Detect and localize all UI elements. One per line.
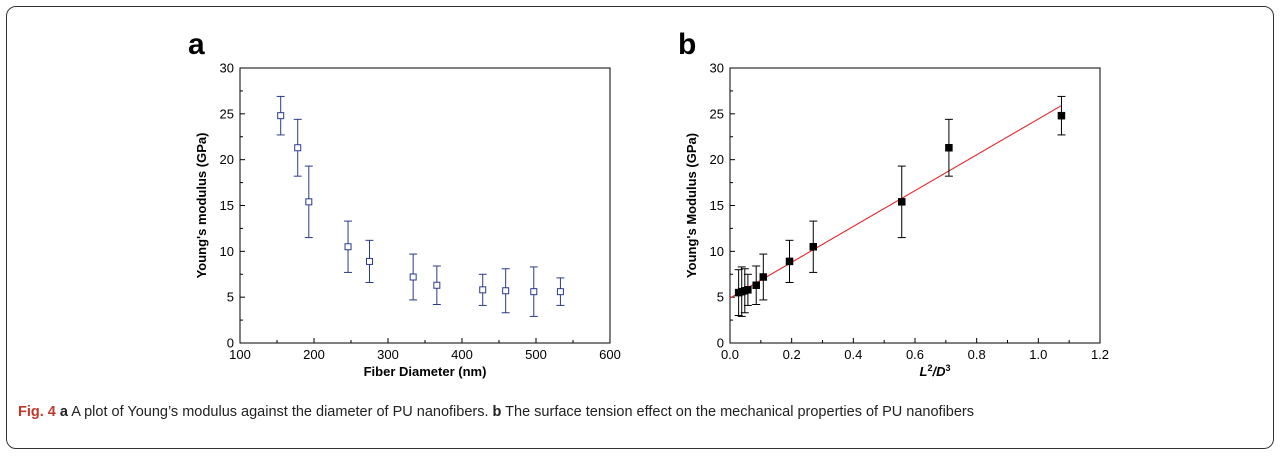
- figure-caption: Fig. 4 a A plot of Young’s modulus again…: [18, 402, 1263, 423]
- chart-b-panel-letter: b: [678, 28, 696, 61]
- chart-b-data-point: [785, 257, 794, 266]
- chart-a-data-point: [479, 286, 487, 294]
- chart-b-y-tick-label: 15: [710, 198, 724, 213]
- chart-a-y-tick-label: 15: [220, 198, 234, 213]
- chart-a-data-point: [409, 273, 417, 281]
- chart-a-data-point: [433, 281, 441, 289]
- chart-b-data-point: [1057, 111, 1066, 120]
- figure-frame: [6, 6, 1274, 449]
- caption-a-label: a: [59, 404, 68, 420]
- chart-b-x-tick-label: 0.8: [968, 347, 986, 362]
- chart-a-data-point: [344, 243, 352, 251]
- chart-a-data-point: [366, 257, 373, 265]
- chart-a-y-axis-title: Young's modulus (GPa): [194, 133, 209, 279]
- caption-fig-label: Fig. 4: [18, 404, 56, 420]
- chart-a-y-tick-label: 5: [227, 290, 234, 305]
- chart-a-x-tick-label: 600: [599, 347, 621, 362]
- chart-b-data-point: [809, 243, 817, 251]
- chart-a-data-point: [294, 144, 302, 152]
- chart-a-y-tick-label: 0: [227, 336, 234, 351]
- chart-a-data-point: [277, 112, 285, 120]
- chart-b-x-tick-label: 0.0: [721, 347, 739, 362]
- chart-a-panel-letter: a: [188, 28, 205, 61]
- chart-a-x-axis-title: Fiber Diameter (nm): [364, 364, 487, 379]
- chart-a-x-tick-label: 400: [451, 347, 473, 362]
- chart-a-data-point: [556, 288, 564, 296]
- chart-a-data-point: [502, 287, 510, 295]
- chart-b-x-tick-label: 0.6: [906, 347, 924, 362]
- chart-a-y-tick-label: 25: [220, 106, 234, 121]
- chart-a-y-tick-label: 20: [220, 152, 234, 167]
- chart-b-y-tick-label: 5: [717, 290, 724, 305]
- chart-a-y-tick-label: 30: [220, 61, 234, 76]
- chart-b-x-tick-label: 0.4: [844, 347, 862, 362]
- chart-b-x-tick-label: 0.2: [783, 347, 801, 362]
- chart-b-x-axis-title-part: /D: [931, 364, 946, 379]
- chart-a-x-tick-label: 500: [525, 347, 547, 362]
- chart-b-x-axis-title: L2/D3: [920, 363, 951, 379]
- chart-b-plot-frame: [729, 67, 1101, 344]
- caption-b-label: b: [492, 404, 502, 420]
- chart-b-y-tick-label: 30: [710, 61, 724, 76]
- chart-a-x-tick-label: 100: [229, 347, 251, 362]
- caption-a-text: A plot of Young’s modulus against the di…: [67, 404, 493, 420]
- chart-b-x-axis-title-part: 2: [927, 363, 932, 373]
- chart-b-data-point: [945, 144, 953, 152]
- chart-b-y-tick-label: 0: [717, 336, 724, 351]
- chart-b-data-point: [897, 198, 906, 206]
- chart-b-y-axis-title: Young's Modulus (GPa): [684, 133, 699, 278]
- chart-a-y-tick-label: 10: [220, 244, 234, 259]
- chart-b-y-tick-label: 10: [710, 244, 724, 259]
- chart-b-data-point: [752, 281, 760, 289]
- chart-a-x-tick-label: 200: [303, 347, 325, 362]
- chart-a-x-tick-label: 300: [377, 347, 399, 362]
- chart-b-x-axis-title-part: L: [920, 364, 928, 379]
- chart-b-data-point: [759, 273, 768, 281]
- chart-b-data-point: [744, 286, 752, 294]
- chart-b-x-tick-label: 1.2: [1091, 347, 1109, 362]
- chart-a-data-point: [305, 198, 313, 206]
- chart-b-fit-line: [729, 105, 1062, 299]
- chart-b-y-tick-label: 25: [710, 106, 724, 121]
- caption-b-text: The surface tension effect on the mechan…: [501, 404, 974, 420]
- chart-b-y-tick-label: 20: [710, 152, 724, 167]
- chart-a: a 100 200 300 400 500 600 0 5 10 15 20 25 30 Fiber Dia…: [188, 28, 621, 379]
- chart-a-data-point: [530, 288, 538, 296]
- chart-b-x-tick-label: 1.0: [1029, 347, 1047, 362]
- chart-b: b 0.0 0.2 0.4 0.6 0.8 1.0 1.2 0 5 10 15 20 25 30 L2/D3 Y…: [678, 28, 1109, 379]
- chart-b-x-axis-title-part: 3: [945, 363, 950, 373]
- chart-a-plot-frame: [239, 67, 611, 344]
